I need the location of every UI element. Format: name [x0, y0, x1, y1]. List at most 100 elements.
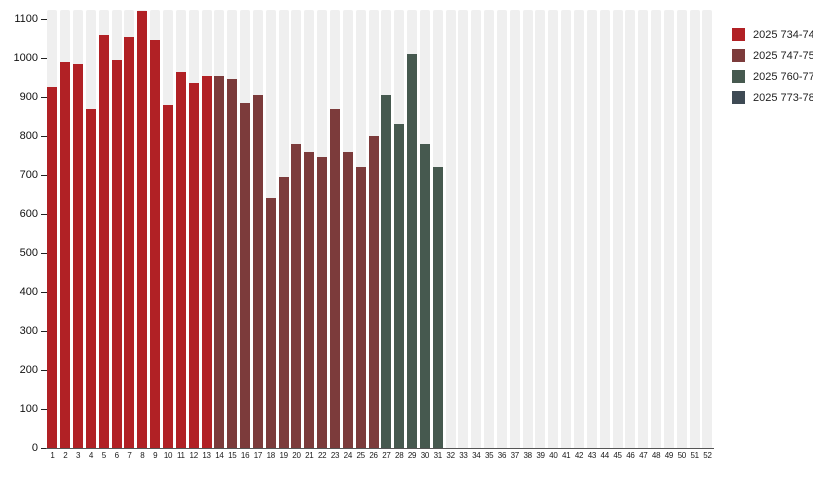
- x-tick-label-14: 14: [215, 451, 224, 460]
- x-tick-label-32: 32: [446, 451, 455, 460]
- x-tick-label-16: 16: [240, 451, 250, 460]
- bar-slot-week-39: [534, 10, 547, 448]
- x-tick-label-17: 17: [253, 451, 263, 460]
- x-tick-label-3: 3: [76, 451, 81, 460]
- bar-week-15: [227, 79, 238, 448]
- x-tick-label-27: 27: [382, 451, 391, 460]
- background-stripe: [445, 10, 456, 448]
- bar-week-11: [175, 72, 186, 448]
- x-tick-label-38: 38: [523, 451, 532, 460]
- x-axis: 1 2 3 4 5 6 7 8 9 10 11 12 13 14 15 16 17 18 19 20 21 22 23 24 2…: [46, 451, 714, 461]
- x-tick-label-4: 4: [88, 451, 94, 460]
- background-stripe: [522, 10, 533, 448]
- legend-item-2: 2025 760-772: [732, 66, 813, 87]
- bar-slot-week-23: [329, 10, 342, 448]
- background-stripe: [535, 10, 546, 448]
- legend-label: 2025 734-746: [753, 28, 813, 41]
- bar-slot-week-32: [444, 10, 457, 448]
- bar-week-3: [73, 64, 84, 448]
- bar-slot-week-46: [624, 10, 637, 448]
- legend-label: 2025 760-772: [753, 70, 813, 83]
- bar-slot-week-2: [59, 10, 72, 448]
- x-tick-label-41: 41: [562, 451, 571, 460]
- bar-week-17: [252, 95, 263, 448]
- bar-slot-week-14: [213, 10, 226, 448]
- legend-swatch-icon: [732, 70, 745, 83]
- x-tick-label-1: 1: [50, 451, 55, 460]
- bar-slot-week-20: [290, 10, 303, 448]
- y-tick-label-700: 700: [19, 168, 38, 181]
- y-tick-mark-200: [41, 369, 47, 371]
- bar-slot-week-29: [406, 10, 419, 448]
- bar-slot-week-45: [611, 10, 624, 448]
- bar-week-22: [317, 157, 328, 448]
- y-tick-label-1000: 1000: [13, 51, 38, 64]
- legend-item-1: 2025 747-759: [732, 45, 813, 66]
- x-tick-label-8: 8: [140, 451, 145, 460]
- legend-label: 2025 747-759: [753, 49, 813, 62]
- bar-week-14: [214, 76, 225, 448]
- bar-slot-week-31: [431, 10, 444, 448]
- background-stripe: [471, 10, 482, 448]
- bar-slot-week-40: [547, 10, 560, 448]
- x-tick-label-29: 29: [407, 451, 417, 460]
- bar-slot-week-17: [252, 10, 265, 448]
- bar-slot-week-34: [470, 10, 483, 448]
- x-tick-label-25: 25: [356, 451, 366, 460]
- x-tick-label-48: 48: [651, 451, 661, 460]
- background-stripe: [574, 10, 585, 448]
- bar-week-24: [342, 152, 353, 448]
- bar-week-31: [432, 167, 443, 448]
- bar-slot-week-18: [264, 10, 277, 448]
- bar-week-30: [419, 144, 430, 448]
- bar-slot-week-13: [200, 10, 213, 448]
- y-tick-label-600: 600: [19, 207, 38, 220]
- x-tick-label-49: 49: [664, 451, 674, 460]
- x-tick-label-7: 7: [127, 451, 132, 460]
- bar-slot-week-12: [187, 10, 200, 448]
- x-tick-label-43: 43: [587, 451, 597, 460]
- bar-slot-week-9: [149, 10, 162, 448]
- bar-slot-week-44: [598, 10, 611, 448]
- x-tick-label-52: 52: [703, 451, 712, 460]
- y-tick-label-1100: 1100: [14, 12, 38, 25]
- background-stripe: [625, 10, 636, 448]
- x-tick-label-15: 15: [228, 451, 237, 460]
- y-tick-mark-700: [41, 174, 47, 176]
- bar-slot-week-27: [380, 10, 393, 448]
- y-tick-mark-300: [41, 330, 47, 332]
- bar-slot-week-16: [239, 10, 252, 448]
- bar-week-8: [137, 11, 148, 448]
- background-stripe: [561, 10, 572, 448]
- background-stripe: [509, 10, 520, 448]
- x-tick-label-2: 2: [63, 451, 68, 460]
- bar-slot-week-36: [496, 10, 509, 448]
- bar-week-9: [150, 40, 161, 448]
- bar-week-19: [278, 177, 289, 448]
- y-tick-label-0: 0: [31, 442, 38, 454]
- bar-slot-week-11: [174, 10, 187, 448]
- x-tick-label-36: 36: [497, 451, 507, 460]
- bar-week-13: [201, 76, 212, 448]
- background-stripe: [586, 10, 597, 448]
- x-tick-label-35: 35: [484, 451, 494, 460]
- plot-area: [46, 10, 714, 448]
- bar-slot-week-25: [354, 10, 367, 448]
- bar-slot-week-42: [573, 10, 586, 448]
- x-tick-label-20: 20: [292, 451, 301, 460]
- x-tick-label-46: 46: [626, 451, 635, 460]
- x-tick-label-26: 26: [369, 451, 378, 460]
- bar-slot-week-47: [637, 10, 650, 448]
- x-tick-label-47: 47: [639, 451, 648, 460]
- x-tick-label-19: 19: [279, 451, 288, 460]
- x-tick-label-50: 50: [677, 451, 687, 460]
- x-tick-label-51: 51: [690, 451, 699, 460]
- x-tick-label-34: 34: [472, 451, 481, 460]
- bar-slot-week-37: [508, 10, 521, 448]
- x-tick-label-22: 22: [317, 451, 327, 460]
- bar-week-12: [188, 83, 199, 448]
- x-tick-label-11: 11: [177, 451, 185, 460]
- bar-slot-week-22: [316, 10, 329, 448]
- x-tick-label-23: 23: [330, 451, 340, 460]
- y-tick-label-800: 800: [19, 129, 38, 142]
